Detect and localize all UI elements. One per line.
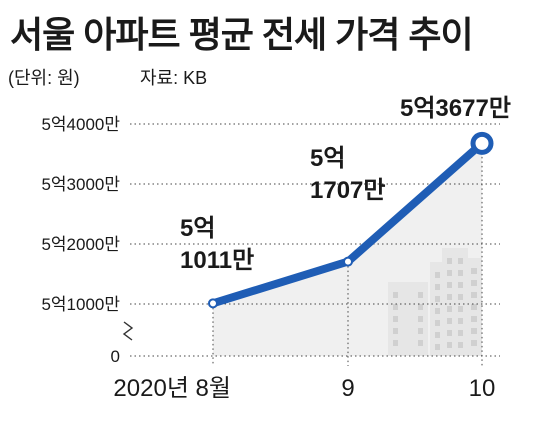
- building-window: [418, 316, 423, 322]
- building-window: [435, 296, 440, 302]
- data-label: 1707만: [310, 177, 385, 204]
- y-tick-label: 5억1000만: [41, 295, 120, 314]
- building-window: [418, 340, 423, 346]
- data-point-marker: [208, 298, 218, 309]
- unit-note: (단위: 원): [8, 68, 80, 88]
- building-window: [472, 316, 477, 322]
- building-window: [472, 280, 477, 286]
- building-window: [447, 330, 452, 336]
- building-window: [418, 328, 423, 334]
- source-note: 자료: KB: [140, 68, 208, 88]
- building-window: [435, 284, 440, 290]
- building-window: [447, 270, 452, 276]
- building-window: [435, 344, 440, 350]
- x-tick-label: 10: [469, 375, 496, 402]
- building-window: [458, 282, 463, 288]
- building-window: [472, 328, 477, 334]
- building-window: [418, 292, 423, 298]
- data-label: 1011만: [180, 247, 254, 274]
- building-window: [393, 304, 398, 310]
- data-point-marker: [343, 256, 353, 267]
- building-window: [458, 318, 463, 324]
- building-window: [393, 340, 398, 346]
- building-window: [435, 308, 440, 314]
- building-window: [447, 306, 452, 312]
- building-window: [458, 306, 463, 312]
- data-label: 5억: [310, 145, 345, 172]
- building-window: [418, 304, 423, 310]
- building-window: [435, 332, 440, 338]
- building-window: [447, 258, 452, 264]
- building-window: [458, 330, 463, 336]
- x-tick-label: 2020년 8월: [113, 375, 231, 402]
- building-shape: [442, 248, 468, 356]
- y-tick-label: 5억3000만: [41, 175, 120, 194]
- building-window: [458, 258, 463, 264]
- building-window: [393, 316, 398, 322]
- building-window: [458, 270, 463, 276]
- x-tick-label: 9: [341, 375, 354, 402]
- building-window: [447, 318, 452, 324]
- building-window: [472, 304, 477, 310]
- data-label: 5억: [180, 215, 215, 242]
- data-point-marker: [470, 131, 494, 155]
- building-window: [458, 342, 463, 348]
- building-window: [393, 292, 398, 298]
- building-window: [472, 292, 477, 298]
- building-window: [435, 272, 440, 278]
- building-window: [447, 342, 452, 348]
- axis-break-mark: [122, 321, 134, 341]
- building-window: [458, 294, 463, 300]
- y-tick-label: 5억2000만: [41, 235, 120, 254]
- building-window: [472, 340, 477, 346]
- y-tick-label: 0: [111, 347, 120, 366]
- building-window: [447, 282, 452, 288]
- y-tick-label: 5억4000만: [41, 115, 120, 134]
- building-window: [393, 328, 398, 334]
- chart-title: 서울 아파트 평균 전세 가격 추이: [10, 14, 474, 55]
- building-window: [435, 320, 440, 326]
- building-window: [472, 268, 477, 274]
- data-label: 5억3677만: [400, 95, 511, 122]
- building-window: [447, 294, 452, 300]
